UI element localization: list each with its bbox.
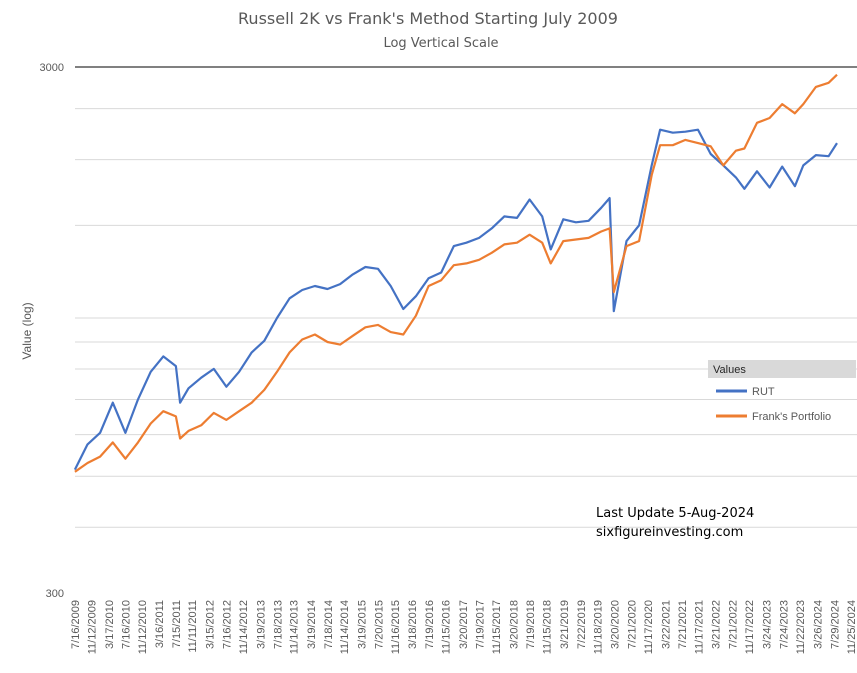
- x-tick-label: 7/21/2022: [728, 600, 740, 649]
- x-tick-label: 7/16/2009: [70, 600, 82, 649]
- x-tick-label: 7/18/2014: [323, 600, 335, 649]
- x-tick-label: 11/12/2010: [137, 600, 149, 654]
- x-tick-label: 3/24/2023: [762, 600, 774, 649]
- x-tick-label: 3/19/2013: [256, 600, 268, 649]
- x-tick-label: 3/15/2012: [205, 600, 217, 649]
- x-tick-label: 3/18/2016: [407, 600, 419, 649]
- x-tick-label: 11/17/2020: [643, 600, 655, 654]
- x-tick-label: 11/12/2009: [86, 600, 98, 654]
- x-tick-label: 3/19/2015: [357, 600, 369, 649]
- x-tick-label: 11/25/2024: [846, 600, 857, 654]
- x-tick-label: 11/15/2016: [440, 600, 452, 654]
- series-line-rut: [73, 128, 838, 471]
- x-tick-label: 7/21/2020: [626, 600, 638, 649]
- x-tick-label: 7/19/2016: [424, 600, 436, 649]
- x-tick-label: 3/21/2022: [711, 600, 723, 649]
- legend: Values RUT Frank's Portfolio: [708, 360, 856, 423]
- x-tick-label: 3/26/2024: [812, 600, 824, 649]
- x-tick-label: 7/15/2011: [171, 600, 183, 648]
- x-tick-label: 3/20/2017: [458, 600, 470, 649]
- legend-label-rut: RUT: [752, 386, 775, 398]
- y-tick-label: 3000: [40, 62, 64, 74]
- legend-label-franks-portfolio: Frank's Portfolio: [752, 411, 831, 423]
- x-tick-label: 7/24/2023: [778, 600, 790, 649]
- x-tick-label: 7/29/2024: [830, 600, 842, 649]
- x-tick-label: 3/22/2021: [660, 600, 672, 649]
- x-tick-label: 7/22/2019: [576, 600, 588, 649]
- x-tick-label: 11/16/2015: [390, 600, 402, 654]
- x-tick-label: 11/22/2023: [795, 600, 807, 654]
- x-tick-label: 7/20/2015: [374, 600, 386, 649]
- x-tick-label: 7/18/2013: [272, 600, 284, 649]
- x-tick-label: 11/15/2018: [541, 600, 553, 654]
- x-tick-label: 3/19/2014: [306, 600, 318, 649]
- series-line-frank-s-portfolio: [74, 73, 838, 473]
- x-tick-label: 11/11/2011: [187, 600, 199, 653]
- x-tick-label: 3/17/2010: [104, 600, 116, 649]
- x-tick-label: 7/19/2018: [525, 600, 537, 649]
- x-tick-label: 11/14/2013: [289, 600, 301, 654]
- x-tick-label: 3/16/2011: [154, 600, 166, 648]
- x-tick-label: 7/16/2010: [121, 600, 133, 649]
- y-tick-label: 300: [46, 588, 64, 600]
- x-tick-label: 11/17/2021: [693, 600, 705, 654]
- x-tick-label: 11/15/2017: [491, 600, 503, 654]
- legend-header: [708, 360, 856, 378]
- x-tick-label: 11/14/2012: [238, 600, 250, 654]
- x-tick-label: 11/17/2022: [744, 600, 756, 654]
- last-update-note: Last Update 5-Aug-2024: [596, 506, 754, 521]
- source-note: sixfigureinvesting.com: [596, 525, 743, 540]
- y-tick-labels: 3000 300: [40, 62, 64, 600]
- gridlines: [75, 66, 857, 528]
- legend-title: Values: [713, 364, 746, 376]
- x-tick-label: 7/19/2017: [475, 600, 487, 649]
- chart-title: Russell 2K vs Frank's Method Starting Ju…: [238, 9, 618, 28]
- chart-subtitle: Log Vertical Scale: [383, 36, 498, 51]
- x-tick-label: 7/21/2021: [677, 600, 689, 649]
- y-axis-label: Value (log): [20, 302, 34, 359]
- x-tick-label: 3/20/2018: [508, 600, 520, 649]
- x-tick-label: 7/16/2012: [222, 600, 234, 649]
- x-tick-labels: 7/16/2009 11/12/2009 3/17/2010 7/16/2010 11/…: [70, 600, 857, 654]
- x-tick-label: 11/18/2019: [592, 600, 604, 654]
- series-lines: [73, 73, 838, 473]
- x-tick-label: 3/21/2019: [559, 600, 571, 649]
- x-tick-label: 11/14/2014: [339, 600, 351, 654]
- x-tick-label: 3/20/2020: [610, 600, 622, 649]
